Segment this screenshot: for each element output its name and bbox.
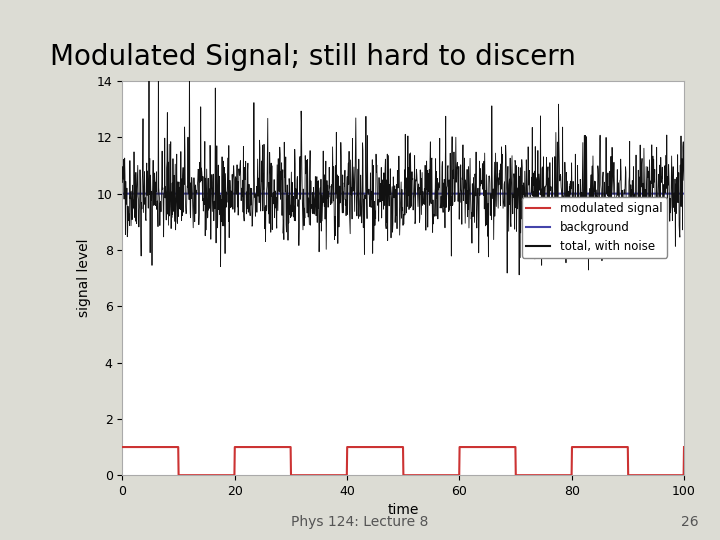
Y-axis label: signal level: signal level <box>77 239 91 318</box>
X-axis label: time: time <box>387 503 419 517</box>
Text: Phys 124: Lecture 8: Phys 124: Lecture 8 <box>292 515 428 529</box>
Text: Modulated Signal; still hard to discern: Modulated Signal; still hard to discern <box>50 43 576 71</box>
Text: 26: 26 <box>681 515 698 529</box>
Legend: modulated signal, background, total, with noise: modulated signal, background, total, wit… <box>522 197 667 258</box>
